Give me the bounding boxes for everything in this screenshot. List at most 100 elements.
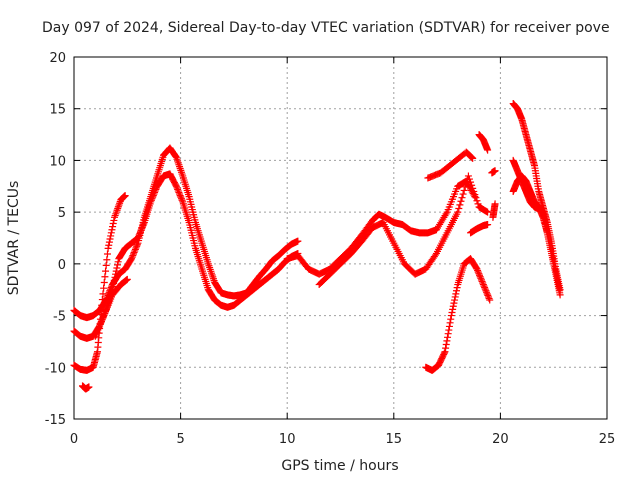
data-point: [139, 222, 147, 230]
data-point: [457, 197, 465, 205]
data-point: [102, 267, 110, 275]
data-point: [471, 191, 479, 199]
data-point: [176, 192, 184, 200]
y-tick-label: 20: [49, 51, 66, 66]
data-point: [100, 278, 108, 286]
series-track-f: [283, 177, 479, 278]
data-point: [109, 223, 117, 231]
data-point: [109, 220, 117, 228]
data-point: [476, 273, 484, 281]
data-point: [150, 190, 158, 198]
data-point: [479, 279, 487, 287]
plot-frame: [73, 56, 608, 420]
data-point: [460, 186, 468, 194]
data-point: [481, 284, 489, 292]
data-point: [101, 273, 109, 281]
data-point: [138, 225, 146, 233]
data-point: [474, 268, 482, 276]
data-point: [465, 175, 473, 183]
data-point: [110, 280, 118, 288]
data-point: [448, 308, 456, 316]
data-point: [474, 200, 482, 208]
data-point: [108, 226, 116, 234]
data-point: [444, 330, 452, 338]
x-axis-label: GPS time / hours: [281, 458, 398, 474]
data-point: [472, 194, 480, 202]
data-point: [107, 232, 115, 240]
series-track-p: [509, 172, 551, 237]
data-point: [456, 201, 464, 209]
data-point: [129, 252, 137, 260]
data-point: [473, 197, 481, 205]
data-point: [112, 270, 120, 278]
data-point: [114, 258, 122, 266]
data-point: [174, 187, 182, 195]
data-point: [140, 220, 148, 228]
y-tick-label: 15: [49, 103, 66, 118]
data-point: [130, 248, 138, 256]
data-point: [121, 192, 129, 200]
data-point: [474, 267, 482, 275]
data-point: [102, 261, 110, 269]
data-point: [178, 196, 186, 204]
data-point: [110, 276, 118, 284]
data-point: [442, 344, 450, 352]
data-point: [129, 250, 137, 258]
data-point: [491, 200, 499, 208]
series-track-m: [489, 200, 499, 221]
data-point: [133, 242, 141, 250]
data-point: [479, 281, 487, 289]
data-point: [447, 315, 455, 323]
data-point: [135, 232, 143, 240]
data-point: [451, 293, 459, 301]
data-point: [483, 290, 491, 298]
data-point: [467, 178, 475, 186]
series-track-i: [424, 148, 477, 182]
data-point: [131, 245, 139, 253]
data-point: [147, 198, 155, 206]
data-point: [473, 265, 481, 273]
data-point: [151, 188, 159, 196]
x-tick-label: 25: [599, 432, 616, 447]
data-point: [110, 216, 118, 224]
y-tick-label: -15: [45, 413, 66, 428]
data-point: [176, 190, 184, 198]
data-point: [134, 234, 142, 242]
data-point: [109, 283, 117, 291]
data-point: [451, 296, 459, 304]
data-point: [148, 195, 156, 203]
data-point: [455, 205, 463, 213]
data-point: [481, 285, 489, 293]
data-point: [452, 287, 460, 295]
data-point: [174, 185, 182, 193]
series-track-k: [467, 221, 492, 237]
data-point: [131, 247, 139, 255]
data-point: [128, 253, 136, 261]
data-point: [454, 208, 462, 216]
x-tick-label: 0: [70, 432, 78, 447]
data-point: [446, 319, 454, 327]
data-point: [483, 288, 491, 296]
data-point: [147, 196, 155, 204]
data-point: [177, 195, 185, 203]
data-point: [294, 237, 302, 245]
data-point: [484, 221, 492, 229]
series-track-h: [422, 255, 494, 374]
x-tick-label: 20: [492, 432, 509, 447]
data-point: [172, 182, 180, 190]
y-tick-label: -10: [45, 361, 66, 376]
data-point: [128, 255, 136, 263]
data-point: [441, 348, 449, 356]
data-point: [452, 290, 460, 298]
data-point: [112, 267, 120, 275]
data-point: [99, 290, 107, 298]
data-point: [105, 241, 113, 249]
data-point: [556, 291, 564, 299]
data-point: [449, 302, 457, 310]
data-point: [100, 284, 108, 292]
data-point: [447, 312, 455, 320]
data-point: [449, 305, 457, 313]
data-point: [491, 167, 499, 175]
series-track-j: [475, 131, 492, 154]
